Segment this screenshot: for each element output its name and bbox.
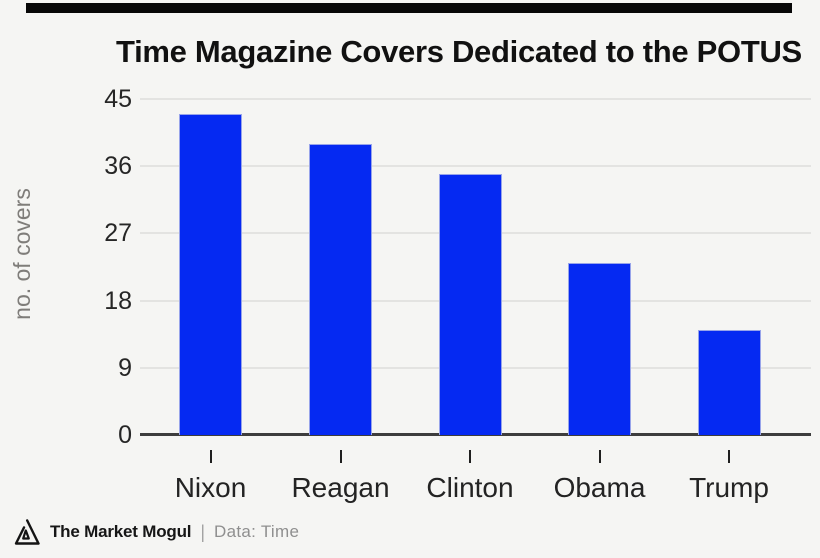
y-tick-label: 27 [104, 219, 132, 248]
y-tick-label: 18 [104, 286, 132, 315]
x-tick-clinton [469, 450, 471, 463]
x-axis-label-reagan: Reagan [291, 472, 390, 503]
x-tick-obama [598, 450, 601, 463]
x-tick-reagan [339, 450, 342, 463]
bar-nixon [179, 113, 242, 435]
footer-brand-text: The Market Mogul [50, 522, 192, 541]
gridline-y-45 [140, 98, 811, 100]
x-tick-nixon [209, 450, 212, 463]
bar-trump [697, 330, 761, 435]
footer-separator: | [200, 521, 205, 542]
x-axis-label-nixon: Nixon [174, 472, 247, 503]
bar-clinton [438, 173, 502, 435]
y-tick-label: 36 [104, 152, 132, 181]
x-axis-label-trump: Trump [689, 472, 769, 503]
x-tick-trump [728, 450, 730, 463]
footer: The Market Mogul | Data: Time [13, 516, 299, 548]
y-tick-label: 0 [118, 421, 132, 449]
y-tick-label: 45 [104, 85, 132, 113]
footer-data-source: Data: Time [214, 522, 300, 541]
y-tick-label: 9 [118, 353, 132, 382]
gridline-y-36 [140, 165, 811, 168]
x-axis-label-obama: Obama [553, 472, 646, 503]
chart-title: Time Magazine Covers Dedicated to the PO… [116, 34, 802, 69]
bar-obama [568, 263, 631, 435]
bar-reagan [309, 143, 372, 435]
x-axis-label-clinton: Clinton [426, 472, 514, 503]
decorative-top-bar [26, 3, 792, 13]
market-mogul-logo-icon [14, 519, 40, 545]
